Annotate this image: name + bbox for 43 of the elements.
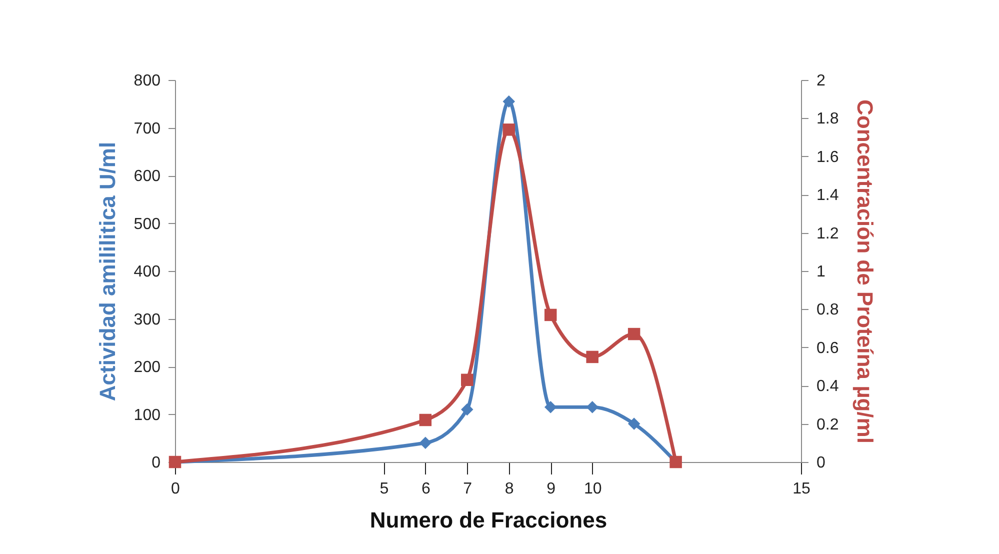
x-tick-label: 7 <box>463 480 472 498</box>
y2-tick-label: 1.4 <box>816 187 839 204</box>
point <box>586 400 598 414</box>
y2-tick-label: 0.2 <box>816 416 839 434</box>
x-tick-label: 15 <box>792 480 810 498</box>
y-axis-title: Actividad amililitica U/ml <box>94 142 120 402</box>
y-tick-label: 100 <box>134 406 161 424</box>
y2-tick-label: 0.6 <box>816 340 839 357</box>
y-tick-label: 700 <box>134 120 161 138</box>
x-tick-label: 6 <box>421 480 430 498</box>
y-tick-label: 600 <box>134 168 161 185</box>
point <box>502 124 515 136</box>
y-tick-label: 800 <box>134 72 161 90</box>
y-tick-label: 300 <box>134 311 161 328</box>
point <box>419 436 432 450</box>
x-tick-label: 9 <box>546 480 556 498</box>
point <box>502 95 515 108</box>
y2-tick-label: 0.8 <box>816 302 839 319</box>
point <box>586 350 598 364</box>
point <box>544 400 557 414</box>
point <box>628 418 640 430</box>
x-tick-label: 0 <box>171 480 180 498</box>
point <box>544 308 557 322</box>
y2-tick-label: 0.4 <box>816 378 839 396</box>
point <box>461 374 474 386</box>
x-axis-title: Numero de Fracciones <box>370 508 608 532</box>
y2-tick-label: 1 <box>816 264 826 280</box>
y2-tick-label: 1.6 <box>816 148 839 166</box>
y-tick-label: 0 <box>152 454 161 472</box>
y2-tick-label: 1.8 <box>816 110 839 128</box>
y-tick-label: 400 <box>134 264 161 280</box>
y2-tick-label: 1.2 <box>816 225 839 242</box>
point <box>461 403 474 416</box>
y2-tick-label: 2 <box>816 72 826 90</box>
x-tick-label: 8 <box>504 480 514 498</box>
y-tick-label: 200 <box>134 359 161 376</box>
y2-axis-title: Concentración de Proteína µg/ml <box>852 100 878 444</box>
x-tick-label: 5 <box>380 480 389 498</box>
point <box>419 414 432 426</box>
y-tick-label: 500 <box>134 216 161 233</box>
point <box>628 328 640 340</box>
x-tick-label: 10 <box>584 480 602 498</box>
y2-tick-label: 0 <box>816 454 826 472</box>
